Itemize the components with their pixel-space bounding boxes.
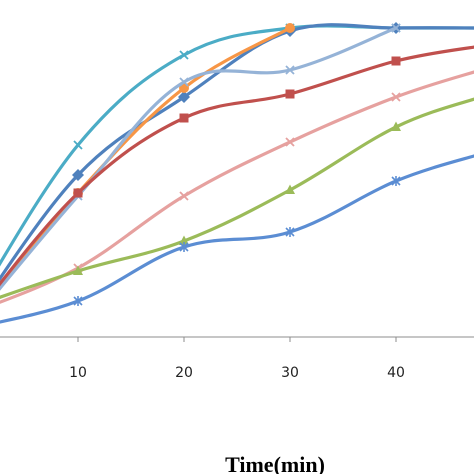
data-point-marker (391, 92, 401, 102)
data-point-marker (73, 188, 83, 198)
x-tick-label: 40 (387, 365, 405, 381)
data-point-marker (179, 77, 189, 87)
series-line (0, 154, 474, 324)
data-point-marker (391, 176, 401, 186)
series-line (0, 23, 474, 282)
data-point-marker (179, 242, 189, 252)
data-point-marker (179, 50, 189, 60)
data-point-marker (285, 23, 295, 33)
data-point-marker (178, 91, 190, 103)
series-7 (0, 97, 474, 299)
data-point-marker (285, 89, 295, 99)
data-point-marker (391, 56, 401, 66)
data-point-marker (72, 169, 84, 181)
x-tick-label: 30 (281, 365, 299, 381)
data-point-marker (285, 184, 295, 194)
data-point-marker (391, 23, 401, 33)
data-point-marker (285, 137, 295, 147)
x-axis-title: Time(min) (225, 452, 325, 474)
series-6 (0, 70, 474, 304)
series-8 (0, 154, 474, 324)
data-point-marker (179, 235, 189, 245)
data-point-marker (73, 265, 83, 275)
data-point-marker (285, 65, 295, 75)
data-point-marker (179, 113, 189, 123)
data-point-marker (73, 140, 83, 150)
x-tick-label: 10 (69, 365, 87, 381)
series-line (0, 70, 474, 304)
series-5 (0, 45, 474, 287)
data-point-marker (73, 296, 83, 306)
data-point-marker (285, 227, 295, 237)
series-3 (0, 23, 295, 290)
series-line (0, 26, 398, 291)
data-point-marker (179, 191, 189, 201)
data-point-marker (391, 121, 401, 131)
x-tick-label: 20 (175, 365, 193, 381)
